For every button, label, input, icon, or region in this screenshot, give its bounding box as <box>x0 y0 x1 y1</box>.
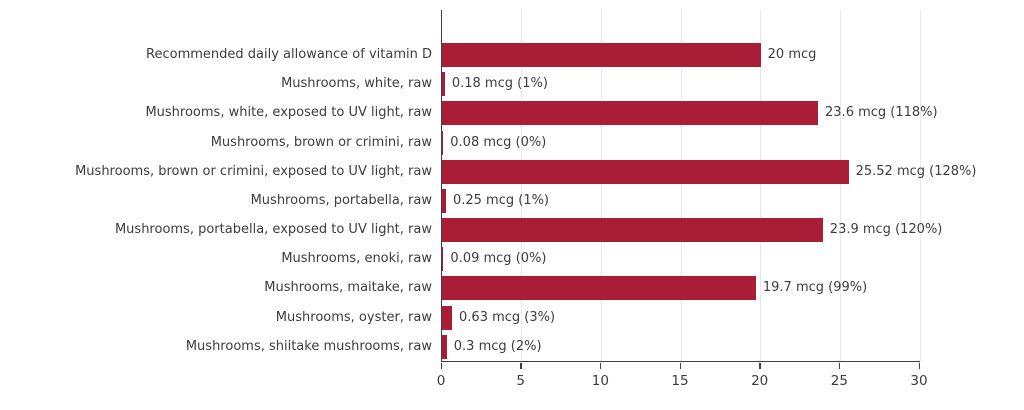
plot-area: 20 mcg 0.18 mcg (1%) 23.6 mcg (118%) 0.08 m… <box>441 10 976 362</box>
bar <box>442 218 823 243</box>
bar <box>442 159 849 184</box>
value-label: 0.25 mcg (1%) <box>452 192 550 208</box>
category-label: Mushrooms, oyster, raw <box>275 309 432 325</box>
gridline-x-25 <box>839 10 841 361</box>
category-label: Mushrooms, brown or crimini, raw <box>210 134 432 150</box>
gridline-x-5 <box>521 10 523 361</box>
gridline-x-15 <box>680 10 682 361</box>
category-label: Mushrooms, maitake, raw <box>264 280 432 296</box>
bar <box>442 247 444 272</box>
value-label: 0.3 mcg (2%) <box>453 338 542 354</box>
category-label: Recommended daily allowance of vitamin D <box>146 47 432 62</box>
x-tick-label: 10 <box>591 373 609 389</box>
x-tick-mark <box>759 362 761 369</box>
value-label: 0.18 mcg (1%) <box>451 76 548 92</box>
x-tick-mark <box>440 362 442 369</box>
x-tick-label: 15 <box>671 373 689 389</box>
bar <box>442 130 444 155</box>
bar <box>442 334 447 359</box>
category-label: Mushrooms, brown or crimini, exposed to … <box>75 163 432 179</box>
gridline-x-20 <box>760 10 762 361</box>
x-tick-label: 0 <box>436 373 446 389</box>
gridline-x-30 <box>919 10 921 361</box>
category-label: Mushrooms, shiitake mushrooms, raw <box>185 338 432 354</box>
value-label: 0.63 mcg (3%) <box>459 309 556 325</box>
x-tick-mark <box>599 362 602 369</box>
category-label: Mushrooms, portabella, raw <box>250 192 432 208</box>
value-label: 23.6 mcg (118%) <box>825 105 938 121</box>
bar <box>442 101 819 126</box>
category-label: Mushrooms, enoki, raw <box>281 251 432 267</box>
value-label: 0.08 mcg (0%) <box>450 134 547 150</box>
bar <box>442 305 453 330</box>
value-label: 0.09 mcg (0%) <box>450 251 547 267</box>
bar <box>442 43 761 67</box>
bar <box>442 276 756 301</box>
value-label: 19.7 mcg (99%) <box>762 280 868 296</box>
x-tick-label: 5 <box>516 373 525 389</box>
x-tick-mark <box>679 362 681 369</box>
x-tick-label: 25 <box>830 373 848 389</box>
bar <box>442 72 445 97</box>
x-tick-mark <box>838 362 841 369</box>
value-label: 23.9 mcg (120%) <box>829 222 943 238</box>
gridline-x-10 <box>600 10 602 361</box>
x-tick-mark <box>918 362 920 369</box>
category-label: Mushrooms, portabella, exposed to UV lig… <box>114 222 432 238</box>
bar <box>442 188 446 213</box>
category-label: Mushrooms, white, exposed to UV light, r… <box>145 105 432 121</box>
x-tick-label: 30 <box>910 373 928 389</box>
x-tick-label: 20 <box>751 373 769 389</box>
value-label: 25.52 mcg (128%) <box>855 163 977 179</box>
x-tick-mark <box>520 362 522 369</box>
value-label: 20 mcg <box>767 47 817 62</box>
category-label: Mushrooms, white, raw <box>281 76 432 92</box>
